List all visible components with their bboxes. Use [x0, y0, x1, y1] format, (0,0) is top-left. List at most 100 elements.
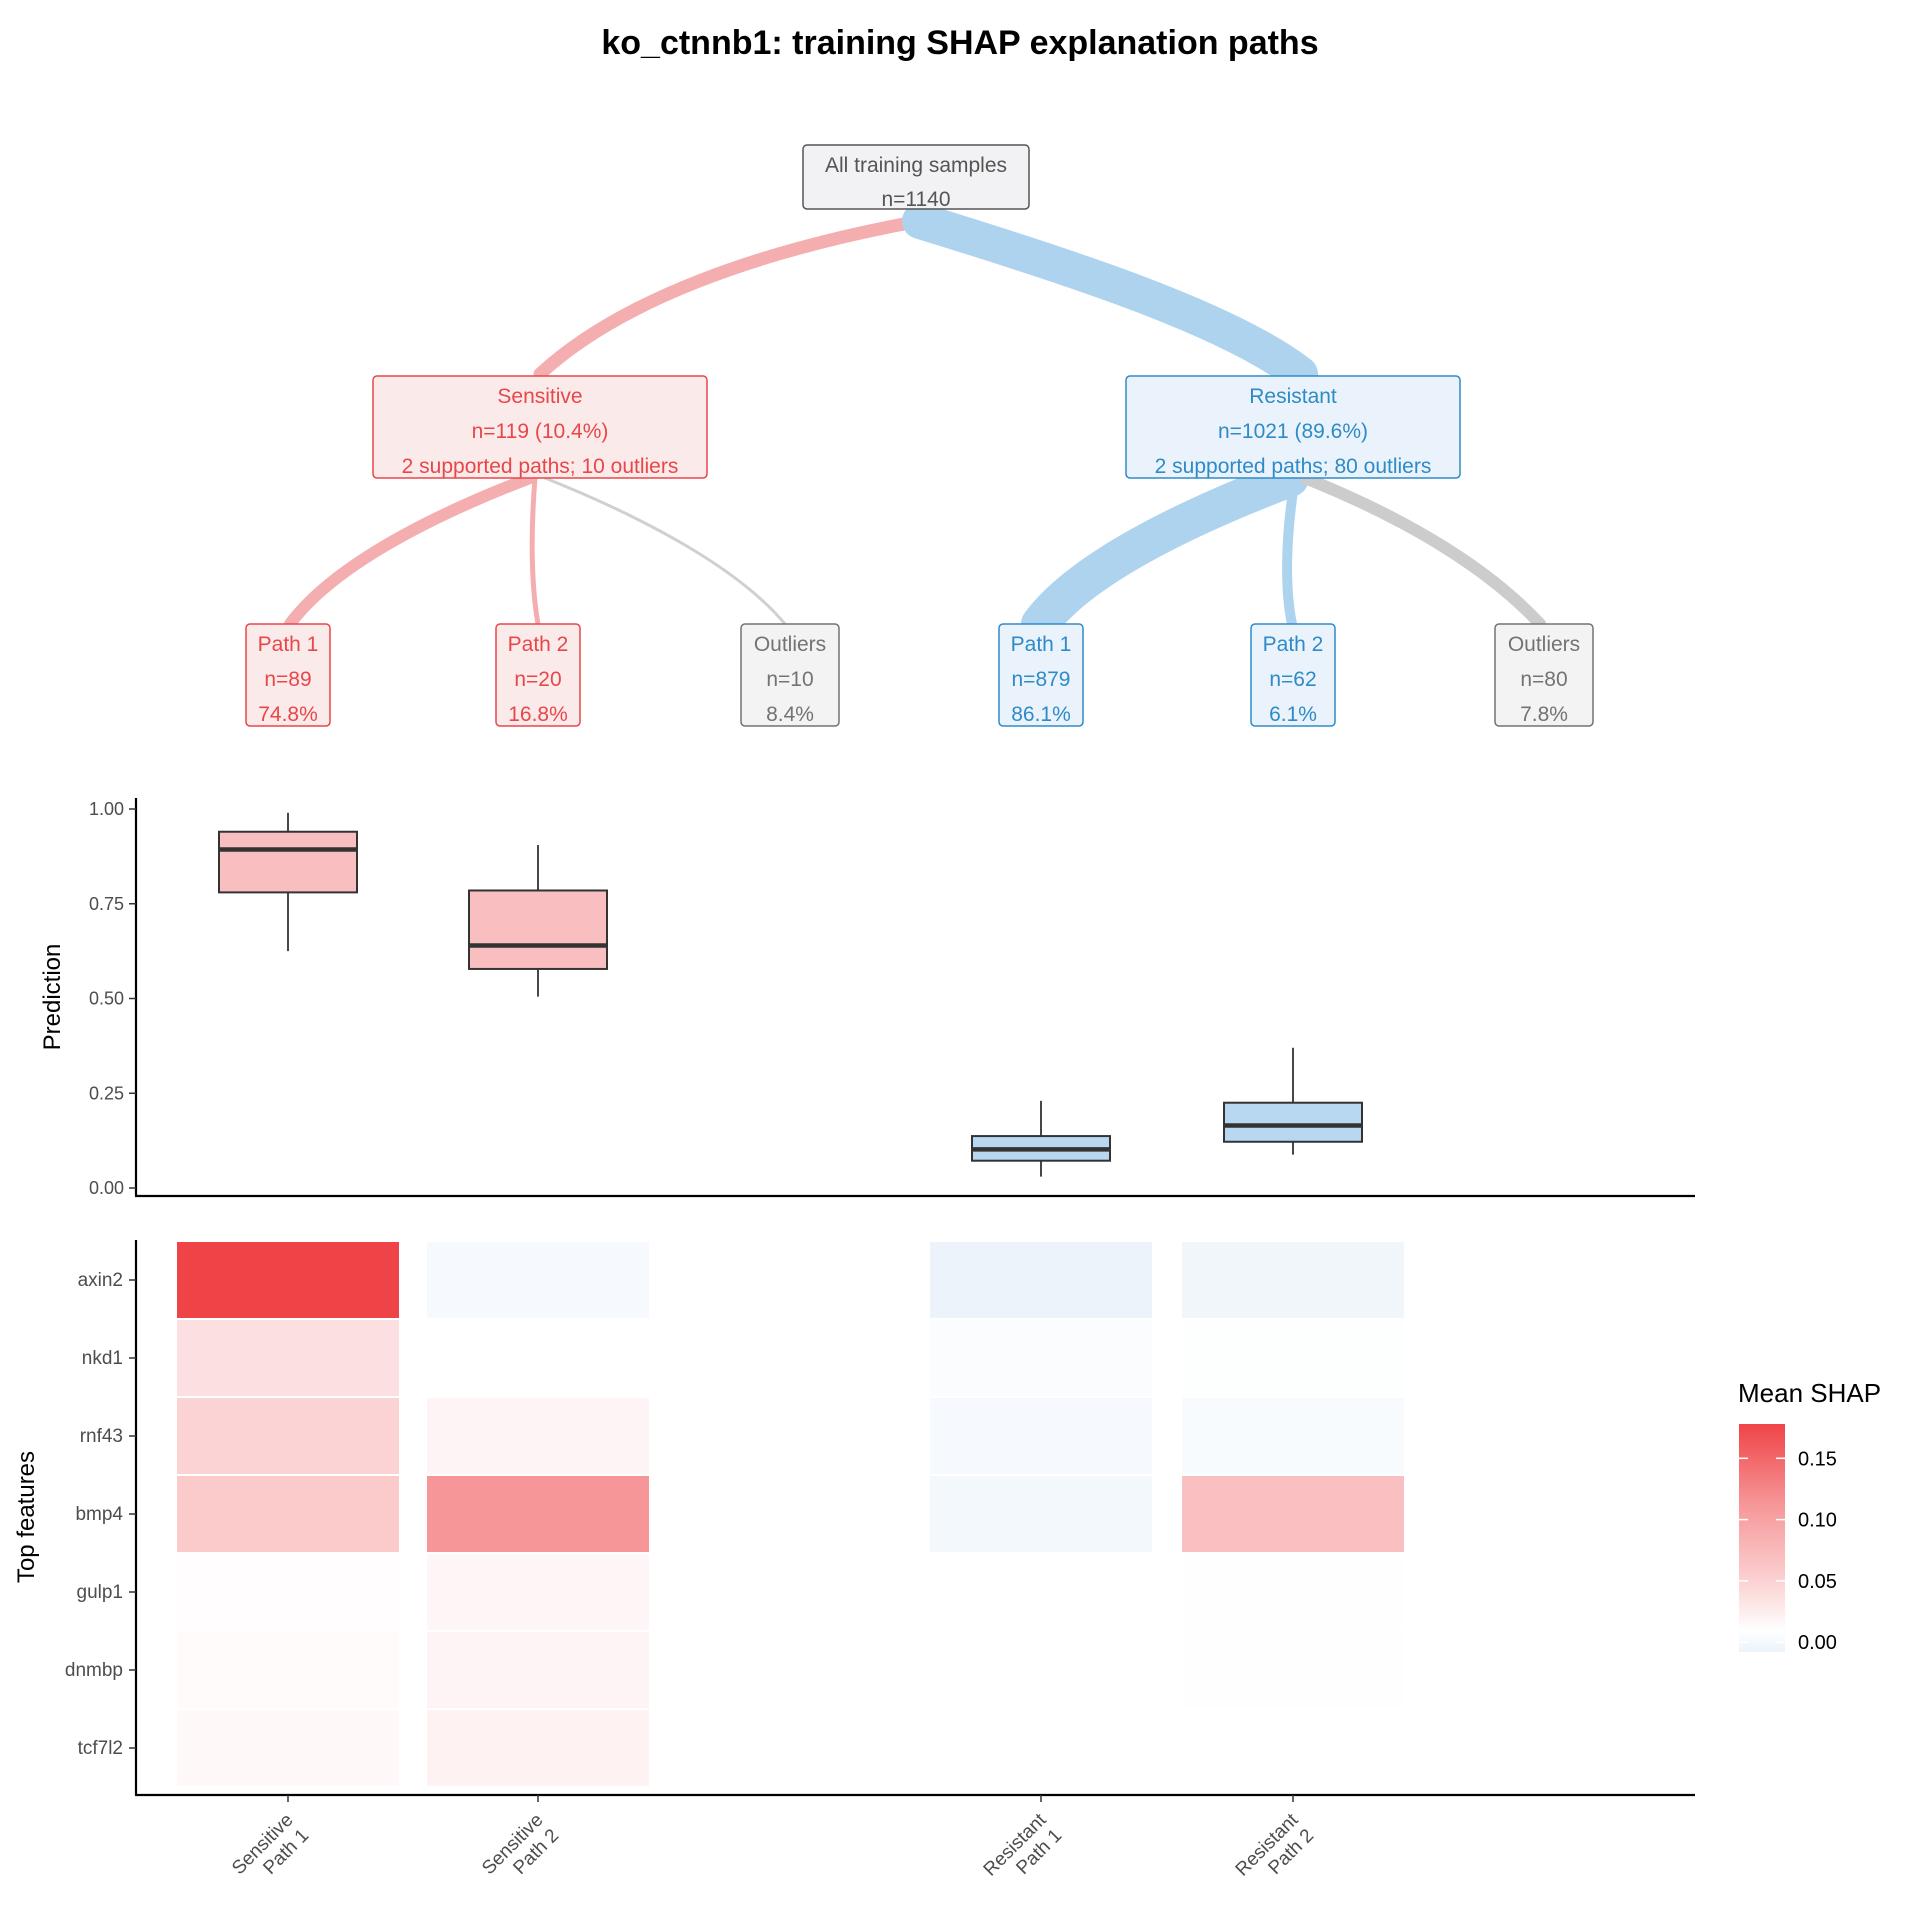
- box-sensitive-path-2: [468, 845, 608, 997]
- edge-root-sensitive: [533, 214, 927, 381]
- resistant-path1-node: Path 1 n=879 86.1%: [998, 623, 1084, 727]
- chart-title: ko_ctnnb1: training SHAP explanation pat…: [601, 24, 1318, 62]
- edge-resistant-outliers: [1299, 472, 1546, 630]
- heatmap-cell: [177, 1398, 399, 1474]
- resistant-node-label-2: n=1021 (89.6%): [1218, 420, 1368, 443]
- edge-resistant-path2: [1282, 473, 1300, 629]
- resistant-node: Resistant n=1021 (89.6%) 2 supported paths…: [1125, 375, 1461, 479]
- box-iqr: [468, 889, 608, 970]
- heatmap-cell: [930, 1710, 1152, 1786]
- heatmap-cell: [1182, 1710, 1404, 1786]
- resistant-node-box: [1125, 375, 1461, 479]
- heatmap-cell: [427, 1320, 649, 1396]
- sensitive-node: Sensitive n=119 (10.4%) 2 supported paths;…: [372, 375, 708, 479]
- box-resistant-path-2: [1223, 1047, 1363, 1155]
- resistant-path2-node-label-3: 6.1%: [1269, 703, 1317, 726]
- sensitive-path2-node-label-1: Path 2: [508, 633, 569, 656]
- heatmap-row-label: dnmbp: [65, 1660, 123, 1681]
- box-resistant-path-1: [971, 1100, 1111, 1177]
- resistant-node-label-1: Resistant: [1249, 385, 1337, 408]
- resistant-outliers-node-label-2: n=80: [1520, 668, 1567, 691]
- boxplot-y-tick-label: 0.00: [89, 1178, 124, 1198]
- sensitive-outliers-node-box: [740, 623, 840, 727]
- root-node-label-2: n=1140: [881, 188, 950, 211]
- root-node-box: [802, 144, 1030, 210]
- sensitive-path2-node-label-2: n=20: [514, 668, 561, 691]
- sensitive-outliers-node: Outliers n=10 8.4%: [740, 623, 840, 727]
- resistant-path2-node-box: [1250, 623, 1336, 727]
- resistant-path2-node: Path 2 n=62 6.1%: [1250, 623, 1336, 727]
- heatmap-cell: [427, 1554, 649, 1630]
- sensitive-path1-node-label-2: n=89: [264, 668, 311, 691]
- heatmap-row-label: nkd1: [82, 1348, 123, 1369]
- box-sensitive-path-1: [218, 812, 358, 952]
- heatmap-cell: [427, 1242, 649, 1318]
- resistant-path2-node-label-2: n=62: [1269, 668, 1316, 691]
- heatmap-cell: [177, 1476, 399, 1552]
- sensitive-node-box: [372, 375, 708, 479]
- prediction-boxplot: 0.00 0.25 0.50 0.75 1.00 Prediction: [39, 798, 1695, 1198]
- heatmap-cell: [1182, 1632, 1404, 1708]
- sensitive-path2-node: Path 2 n=20 16.8%: [495, 623, 581, 727]
- heatmap-cell: [177, 1320, 399, 1396]
- sensitive-path1-node-label-1: Path 1: [258, 633, 319, 656]
- shap-color-legend: Mean SHAP 0.00 0.05 0.10 0.15: [1738, 1378, 1881, 1654]
- sensitive-node-label-2: n=119 (10.4%): [472, 420, 609, 443]
- heatmap-cell: [1182, 1242, 1404, 1318]
- resistant-node-label-3: 2 supported paths; 80 outliers: [1155, 455, 1432, 478]
- sensitive-outliers-node-label-2: n=10: [766, 668, 813, 691]
- root-node: All training samples n=1140: [802, 144, 1030, 211]
- resistant-path1-node-label-1: Path 1: [1011, 633, 1072, 656]
- sensitive-outliers-node-label-3: 8.4%: [766, 703, 814, 726]
- sensitive-node-label-3: 2 supported paths; 10 outliers: [402, 455, 679, 478]
- sensitive-path2-node-box: [495, 623, 581, 727]
- box-iqr: [218, 830, 358, 894]
- heatmap-row-label: axin2: [78, 1270, 123, 1291]
- edge-root-resistant: [902, 203, 1318, 392]
- resistant-path2-node-label-1: Path 2: [1263, 633, 1324, 656]
- heatmap-cell: [1182, 1398, 1404, 1474]
- heatmap-y-axis-title: Top features: [13, 1451, 40, 1583]
- heatmap-cell: [427, 1398, 649, 1474]
- boxplot-y-axis-title: Prediction: [39, 944, 66, 1051]
- boxplot-y-tick-label: 0.75: [89, 894, 124, 914]
- sensitive-path1-node-label-3: 74.8%: [258, 703, 318, 726]
- edge-sensitive-path2: [529, 475, 541, 627]
- heatmap-cell: [177, 1632, 399, 1708]
- resistant-path1-node-label-2: n=879: [1012, 668, 1071, 691]
- boxplot-y-tick-label: 0.50: [89, 989, 124, 1009]
- resistant-outliers-node-label-3: 7.8%: [1520, 703, 1568, 726]
- sensitive-node-label-1: Sensitive: [497, 385, 582, 408]
- resistant-outliers-node-label-1: Outliers: [1508, 633, 1580, 656]
- box-iqr: [1223, 1101, 1363, 1143]
- heatmap-cell: [930, 1632, 1152, 1708]
- heatmap-cell: [427, 1632, 649, 1708]
- heatmap-cell: [427, 1710, 649, 1786]
- root-node-label-1: All training samples: [825, 154, 1007, 177]
- heatmap-row-label: tcf7l2: [78, 1738, 123, 1759]
- heatmap-row-label: bmp4: [75, 1504, 123, 1525]
- legend-tick-label: 0.10: [1798, 1510, 1837, 1532]
- heatmap-cell: [930, 1476, 1152, 1552]
- legend-tick-label: 0.00: [1798, 1632, 1837, 1654]
- legend-colorbar: [1739, 1424, 1785, 1652]
- resistant-outliers-node-box: [1494, 623, 1594, 727]
- heatmap-cell: [1182, 1476, 1404, 1552]
- heatmap-cell: [930, 1242, 1152, 1318]
- edge-sensitive-outliers: [543, 476, 787, 626]
- legend-tick-label: 0.05: [1798, 1571, 1837, 1593]
- resistant-path1-node-box: [998, 623, 1084, 727]
- edge-sensitive-path1: [284, 472, 536, 630]
- heatmap-cell: [177, 1554, 399, 1630]
- heatmap-cell: [427, 1476, 649, 1552]
- resistant-path1-node-label-3: 86.1%: [1011, 703, 1071, 726]
- sensitive-path2-node-label-3: 16.8%: [508, 703, 568, 726]
- heatmap-row-label: gulp1: [77, 1582, 124, 1603]
- edge-resistant-path1: [1021, 459, 1309, 643]
- sensitive-path1-node: Path 1 n=89 74.8%: [245, 623, 331, 727]
- heatmap-cell: [930, 1554, 1152, 1630]
- shap-heatmap: axin2 nkd1 rnf43 bmp4 gulp1 dnmbp tcf7l2 Top fe…: [13, 1240, 1695, 1881]
- heatmap-cell: [930, 1398, 1152, 1474]
- boxplot-y-tick-label: 0.25: [89, 1083, 124, 1103]
